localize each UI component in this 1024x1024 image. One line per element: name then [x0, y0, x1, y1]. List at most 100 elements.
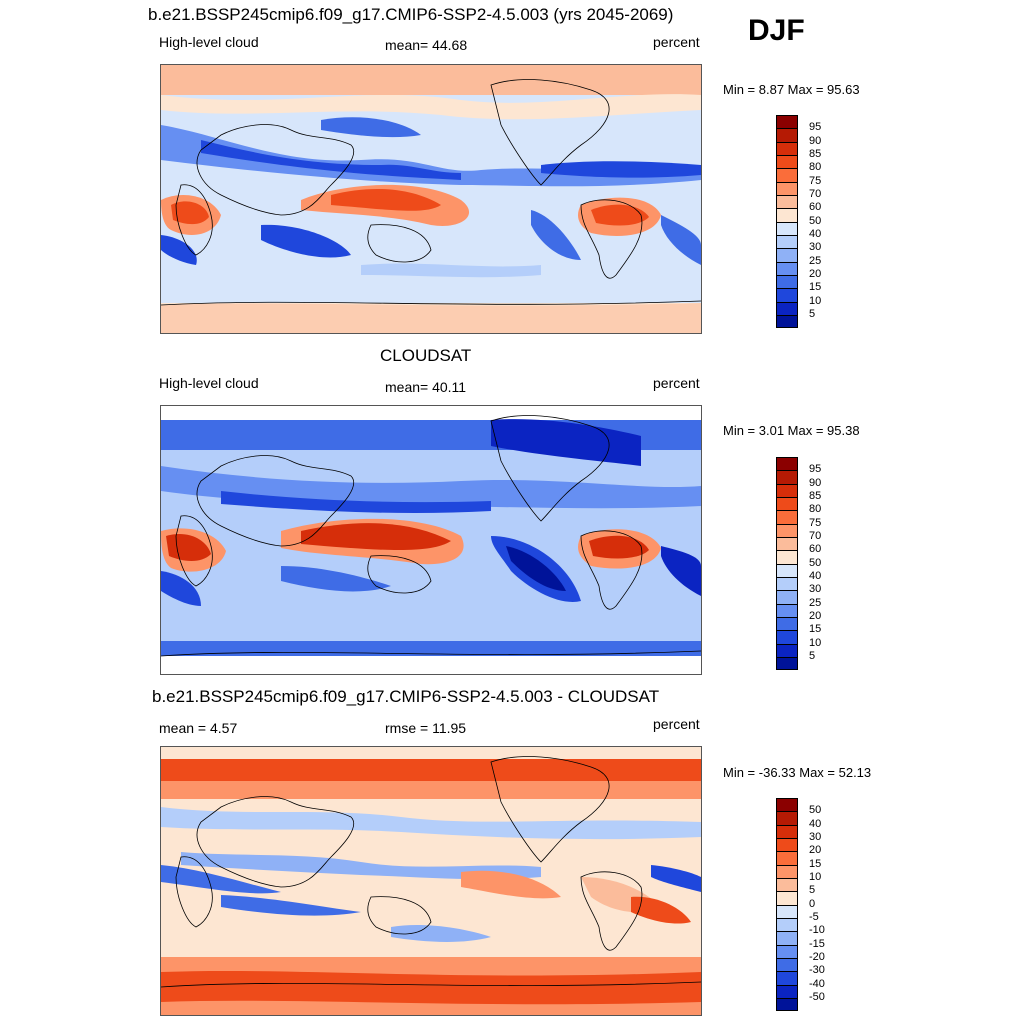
- colorbar-swatch: [776, 931, 798, 945]
- colorbar-tick-label: 90: [809, 134, 822, 147]
- colorbar-swatch: [776, 656, 798, 671]
- panel-3-title: b.e21.BSSP245cmip6.f09_g17.CMIP6-SSP2-4.…: [152, 687, 660, 706]
- colorbar-swatch: [776, 550, 798, 564]
- colorbar-swatch: [776, 824, 798, 838]
- colorbar-swatch: [776, 470, 798, 484]
- colorbar-tick-label: 50: [809, 804, 822, 817]
- colorbar-swatch: [776, 496, 798, 511]
- colorbar-tick-label: 40: [809, 569, 822, 582]
- panel-3-map: [160, 746, 702, 1016]
- colorbar-tick-label: 50: [809, 214, 822, 227]
- colorbar-swatch: [776, 457, 798, 471]
- colorbar-swatch: [776, 288, 798, 302]
- colorbar-swatch: [776, 115, 798, 129]
- colorbar-tick-label: 30: [809, 241, 822, 254]
- colorbar-tick-label: 60: [809, 201, 822, 214]
- colorbar-swatch: [776, 590, 798, 604]
- colorbar-swatch: [776, 154, 798, 169]
- colorbar-tick-label: 40: [809, 817, 822, 830]
- colorbar-swatch: [776, 194, 798, 209]
- panel-2-units-label: percent: [653, 375, 700, 391]
- colorbar-swatch: [776, 837, 798, 852]
- colorbar-tick-label: 80: [809, 503, 822, 516]
- colorbar-tick-label: 20: [809, 267, 822, 280]
- colorbar-tick-label: 10: [809, 636, 822, 649]
- panel-1-minmax: Min = 8.87 Max = 95.63: [723, 82, 860, 97]
- colorbar-swatch: [776, 248, 798, 262]
- colorbar-tick-label: 15: [809, 857, 822, 870]
- colorbar-tick-label: 5: [809, 307, 816, 320]
- colorbar-swatch: [776, 510, 798, 524]
- colorbar-tick-label: 80: [809, 161, 822, 174]
- colorbar-swatch: [776, 630, 798, 644]
- season-label: DJF: [748, 14, 805, 47]
- colorbar-tick-label: 75: [809, 516, 822, 529]
- colorbar-swatch: [776, 851, 798, 865]
- colorbar-tick-label: 15: [809, 623, 822, 636]
- colorbar-tick-label: -20: [809, 950, 825, 963]
- panel-2-minmax: Min = 3.01 Max = 95.38: [723, 423, 860, 438]
- panel-1-map: [160, 64, 702, 334]
- colorbar-swatch: [776, 208, 798, 222]
- colorbar-tick-label: 30: [809, 583, 822, 596]
- colorbar-swatch: [776, 944, 798, 958]
- colorbar-swatch: [776, 917, 798, 932]
- colorbar-tick-label: 60: [809, 543, 822, 556]
- colorbar-swatch: [776, 798, 798, 812]
- colorbar-swatch: [776, 811, 798, 825]
- colorbar-tick-label: 5: [809, 649, 816, 662]
- colorbar-swatch: [776, 483, 798, 497]
- colorbar-tick-label: 40: [809, 227, 822, 240]
- panel-1-variable-label: High-level cloud: [159, 34, 259, 50]
- panel-1-units-label: percent: [653, 34, 700, 50]
- colorbar-swatch: [776, 234, 798, 249]
- colorbar-swatch: [776, 563, 798, 577]
- colorbar-tick-label: -5: [809, 910, 819, 923]
- panel-1-colorbar: 95 90 85 80 75 70 60 50 40 30 25 20 15 10 5: [776, 115, 821, 329]
- colorbar-tick-label: 20: [809, 609, 822, 622]
- colorbar-swatch: [776, 957, 798, 972]
- colorbar-tick-label: 95: [809, 463, 822, 476]
- colorbar-swatch: [776, 128, 798, 142]
- colorbar-tick-label: 25: [809, 254, 822, 267]
- colorbar-tick-label: 70: [809, 529, 822, 542]
- colorbar-tick-label: 10: [809, 870, 822, 883]
- colorbar-swatch: [776, 877, 798, 892]
- colorbar-swatch: [776, 643, 798, 657]
- colorbar-swatch: [776, 536, 798, 551]
- colorbar-tick-label: -15: [809, 937, 825, 950]
- colorbar-tick-label: -50: [809, 990, 825, 1003]
- colorbar-swatch: [776, 181, 798, 195]
- panel-1-colorbar-segments: [776, 115, 798, 329]
- colorbar-tick-label: 70: [809, 187, 822, 200]
- panel-1-title: b.e21.BSSP245cmip6.f09_g17.CMIP6-SSP2-4.…: [148, 5, 674, 24]
- panel-3-mean-label: mean = 4.57: [159, 720, 238, 736]
- colorbar-swatch: [776, 141, 798, 155]
- panel-2-variable-label: High-level cloud: [159, 375, 259, 391]
- panel-1-mean-label: mean= 44.68: [385, 37, 468, 53]
- panel-3-colorbar-segments: [776, 798, 798, 1012]
- colorbar-swatch: [776, 971, 798, 985]
- colorbar-swatch: [776, 984, 798, 998]
- colorbar-tick-label: -10: [809, 924, 825, 937]
- colorbar-tick-label: 10: [809, 294, 822, 307]
- colorbar-swatch: [776, 616, 798, 631]
- panel-2-map: [160, 405, 702, 675]
- colorbar-tick-label: 95: [809, 121, 822, 134]
- colorbar-swatch: [776, 523, 798, 537]
- panel-2-title: CLOUDSAT: [380, 346, 472, 365]
- colorbar-swatch: [776, 274, 798, 289]
- panel-2-mean-label: mean= 40.11: [385, 379, 467, 395]
- colorbar-tick-label: 30: [809, 830, 822, 843]
- colorbar-tick-label: 85: [809, 147, 822, 160]
- panel-3-colorbar: 50 40 30 20 15 10 5 0 -5 -10 -15 -20 -30 -40 -50: [776, 798, 825, 1012]
- colorbar-tick-label: -40: [809, 977, 825, 990]
- panel-3-minmax: Min = -36.33 Max = 52.13: [723, 765, 872, 780]
- colorbar-tick-label: 5: [809, 884, 816, 897]
- colorbar-swatch: [776, 576, 798, 591]
- colorbar-swatch: [776, 314, 798, 329]
- colorbar-tick-label: 75: [809, 174, 822, 187]
- panel-2-colorbar-segments: [776, 457, 798, 671]
- colorbar-swatch: [776, 904, 798, 918]
- panel-2-colorbar: 95 90 85 80 75 70 60 50 40 30 25 20 15 10 5: [776, 457, 821, 671]
